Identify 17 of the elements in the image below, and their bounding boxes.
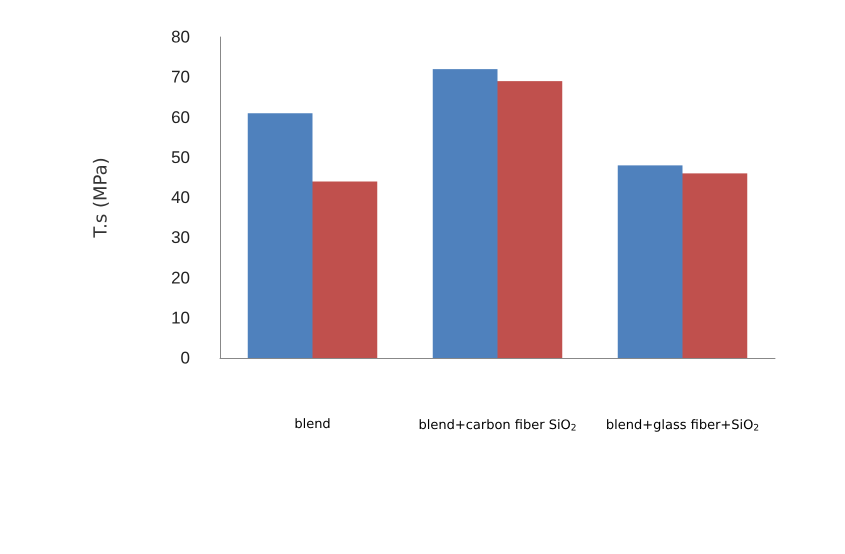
y-tick-label: 10 — [171, 308, 190, 328]
bar — [618, 165, 682, 358]
y-tick-label: 40 — [171, 188, 190, 207]
y-tick-label: 60 — [171, 108, 190, 127]
y-tick-label: 50 — [171, 148, 190, 167]
bar — [248, 113, 312, 358]
bar — [312, 181, 378, 358]
y-tick-label: 30 — [171, 228, 190, 248]
y-tick-label: 80 — [171, 28, 190, 46]
x-tick-label: blend — [294, 417, 331, 432]
y-tick-label: 0 — [180, 348, 190, 368]
bar — [432, 69, 498, 358]
y-axis-title: T.s (MPa) — [90, 157, 112, 239]
bar — [682, 173, 748, 358]
bar — [498, 81, 562, 358]
y-tick-label: 20 — [171, 268, 190, 288]
y-tick-label: 70 — [171, 68, 190, 87]
